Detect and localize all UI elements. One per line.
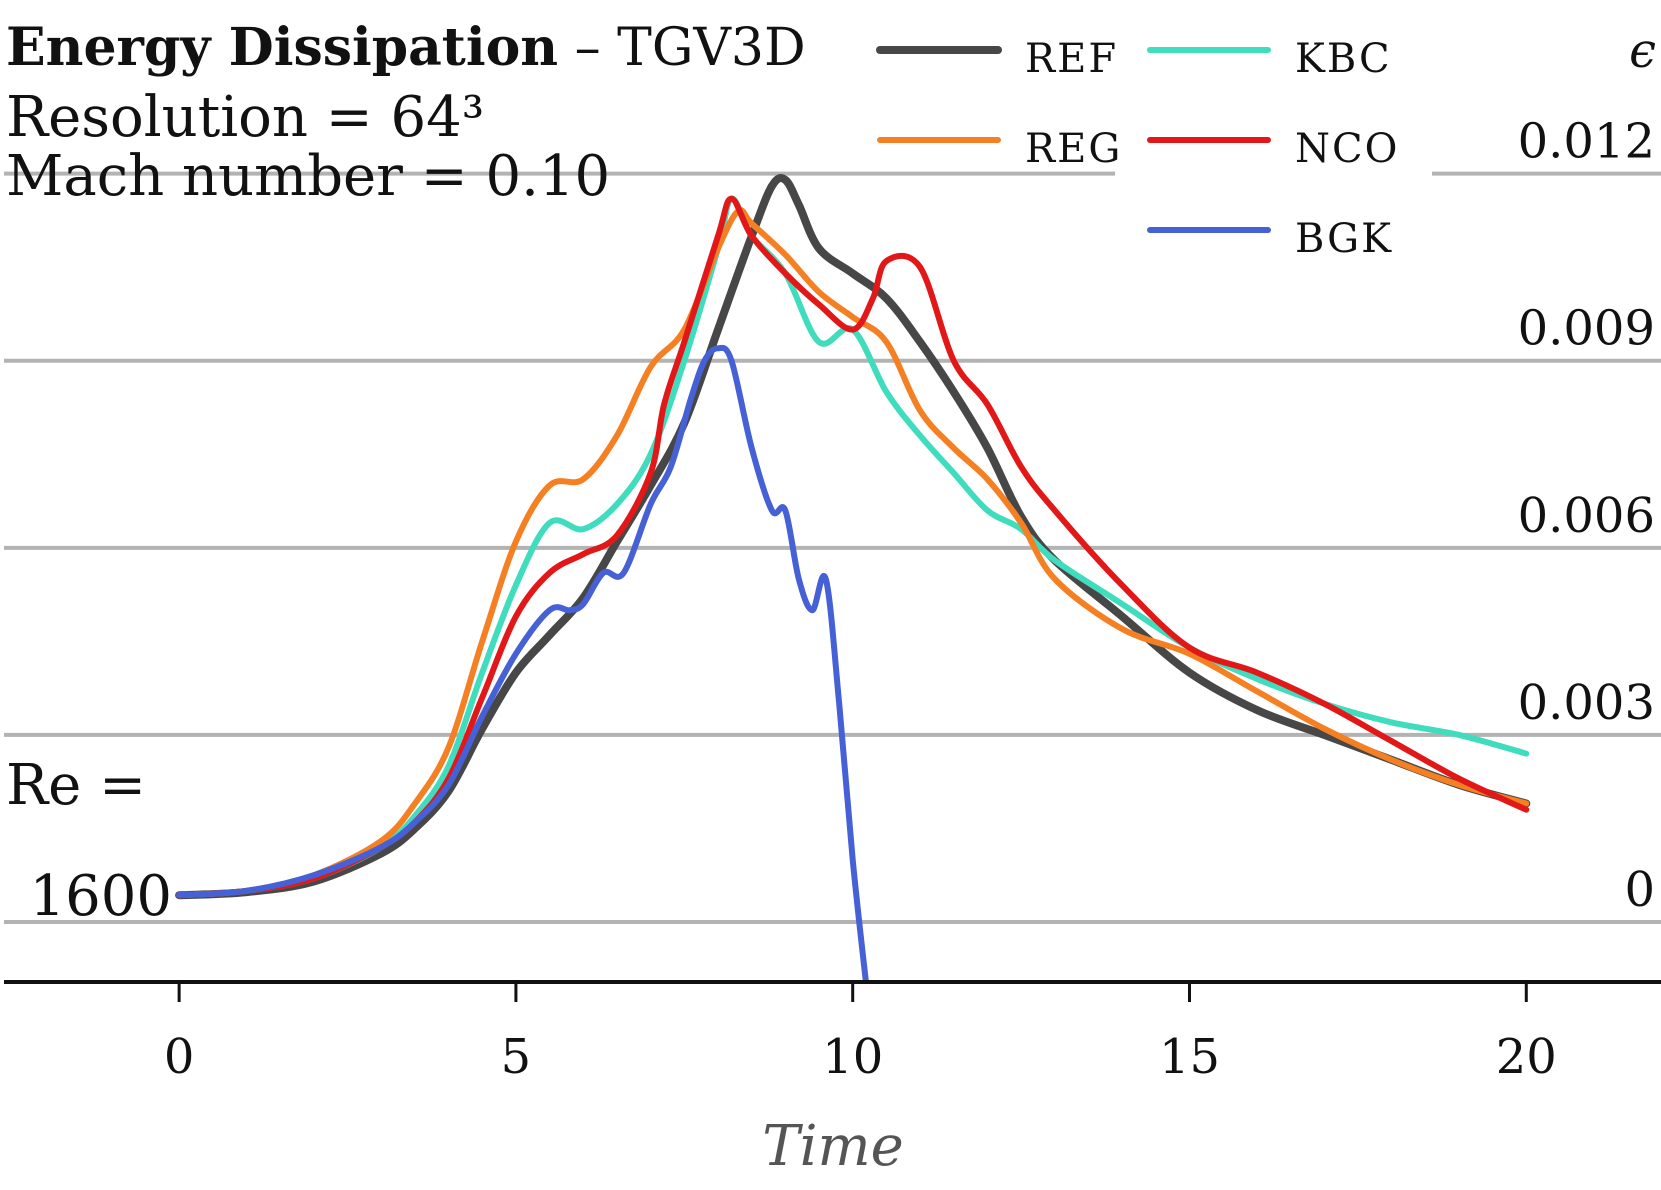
title-subtitle: TGV3D bbox=[617, 18, 806, 78]
y-tick-label-0.012: 0.012 bbox=[1518, 114, 1655, 170]
reynolds-value: 1600 bbox=[29, 864, 172, 929]
x-axis-ticks: 0 5 10 15 20 bbox=[164, 982, 1557, 1085]
reynolds-label: Re = bbox=[6, 753, 146, 818]
resolution-label: Resolution = 64³ bbox=[6, 85, 484, 150]
mach-number-label: Mach number = 0.10 bbox=[6, 144, 610, 209]
legend-label-bgk: BGK bbox=[1295, 216, 1393, 262]
y-tick-label-0.006: 0.006 bbox=[1518, 488, 1655, 544]
y-tick-label-0.009: 0.009 bbox=[1518, 301, 1655, 357]
x-tick-label-15: 15 bbox=[1159, 1029, 1220, 1085]
legend-label-nco: NCO bbox=[1295, 126, 1399, 172]
legend: REF KBC REG NCO BGK bbox=[876, 36, 1399, 262]
chart-title: Energy Dissipation – TGV3D bbox=[6, 17, 806, 78]
series-line-nco bbox=[176, 195, 1530, 899]
x-tick-label-5: 5 bbox=[501, 1029, 532, 1085]
series-lines bbox=[175, 174, 1531, 982]
y-axis-label: ϵ bbox=[1629, 23, 1656, 79]
title-main: Energy Dissipation bbox=[6, 17, 558, 78]
series-line-ref bbox=[175, 174, 1531, 900]
y-tick-label-0.003: 0.003 bbox=[1518, 675, 1655, 731]
title-dash: – bbox=[558, 18, 617, 78]
x-tick-label-0: 0 bbox=[164, 1029, 195, 1085]
legend-label-reg: REG bbox=[1025, 126, 1122, 172]
y-tick-label-0: 0 bbox=[1624, 862, 1655, 918]
series-line-bgk bbox=[176, 344, 869, 982]
y-tick-labels: 0 0.003 0.006 0.009 0.012 bbox=[1518, 114, 1655, 918]
x-tick-label-20: 20 bbox=[1496, 1029, 1557, 1085]
grid-lines bbox=[4, 171, 1661, 924]
legend-label-kbc: KBC bbox=[1295, 36, 1392, 82]
x-tick-label-10: 10 bbox=[822, 1029, 883, 1085]
series-line-reg bbox=[176, 207, 1530, 899]
legend-label-ref: REF bbox=[1025, 36, 1118, 82]
x-axis-label: Time bbox=[762, 1114, 904, 1179]
